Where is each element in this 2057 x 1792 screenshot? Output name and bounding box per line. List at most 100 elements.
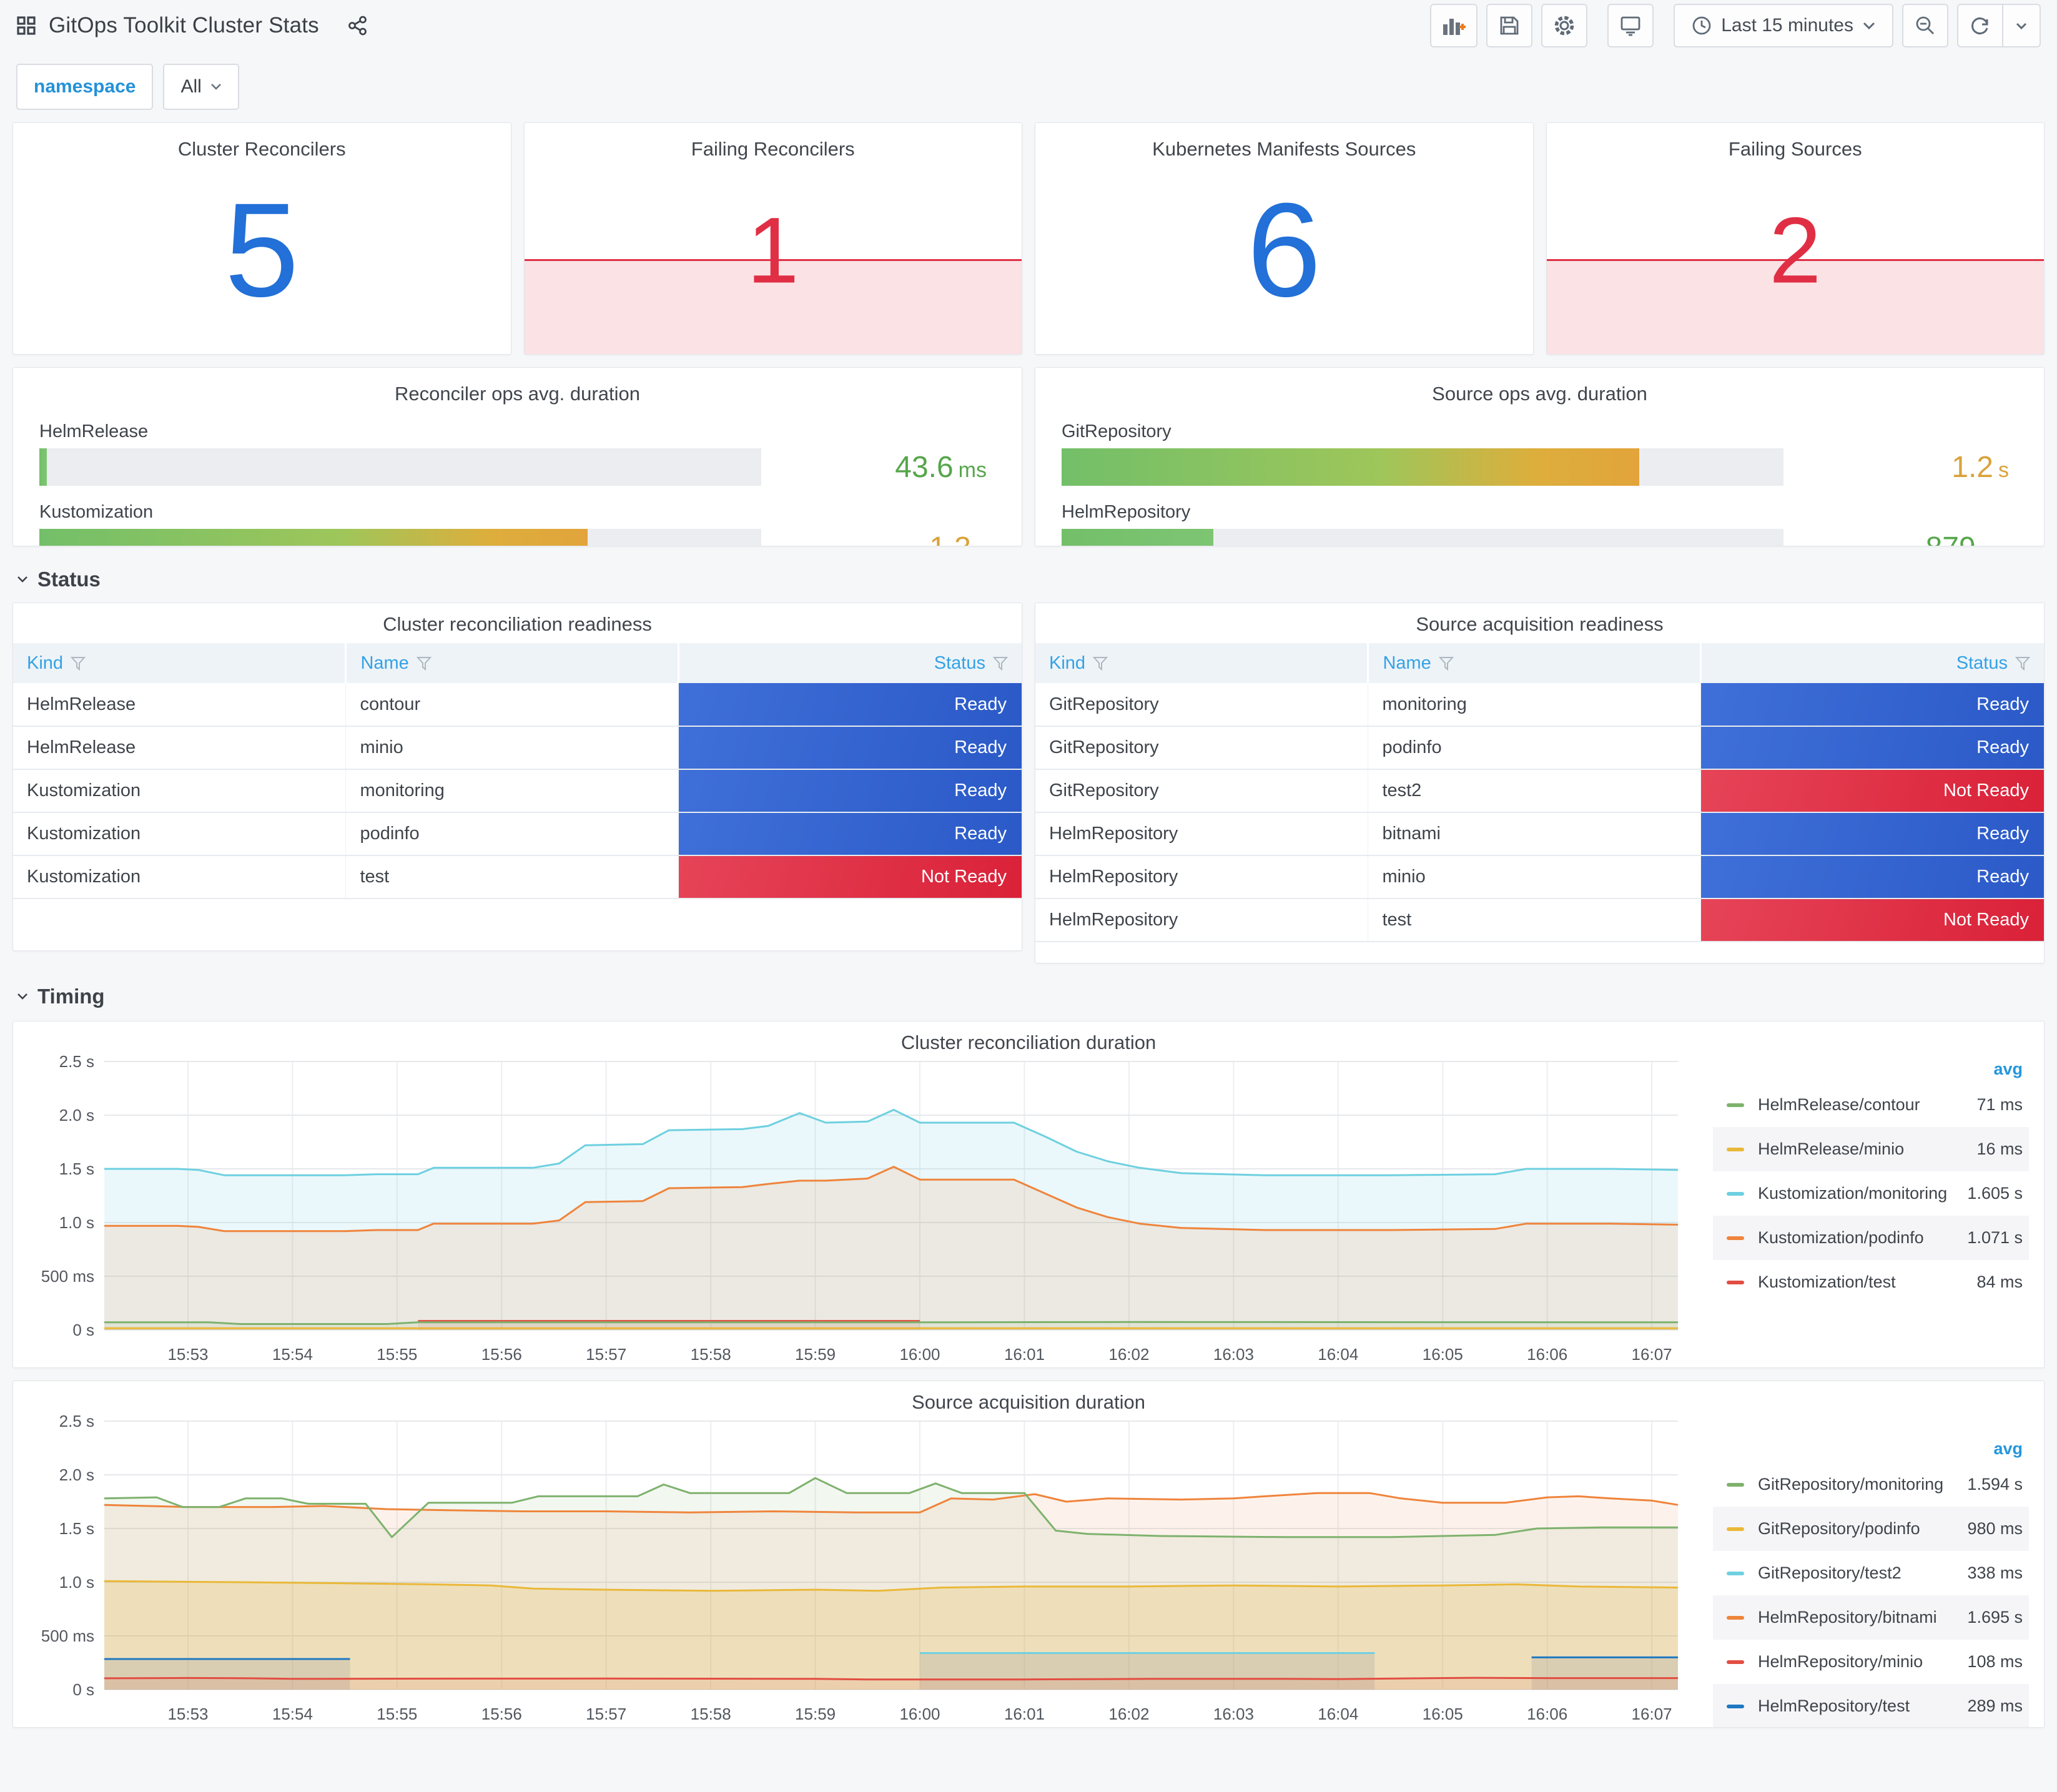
cell-status: Not Ready [1700, 769, 2044, 813]
filter-funnel-icon[interactable] [416, 656, 432, 671]
legend-item[interactable]: HelmRepository/minio 108 ms [1713, 1640, 2029, 1684]
stat-sparkline [1546, 259, 2044, 354]
table-row: Kustomization podinfo Ready [13, 812, 1022, 856]
filter-funnel-icon[interactable] [993, 656, 1008, 671]
legend-item[interactable]: Kustomization/podinfo 1.071 s [1713, 1216, 2029, 1260]
series-avg-value: 338 ms [1967, 1563, 2023, 1582]
bar-gauge-track [39, 529, 761, 546]
filter-funnel-icon[interactable] [2015, 656, 2030, 671]
svg-text:15:54: 15:54 [272, 1705, 313, 1723]
legend-avg-header[interactable]: avg [1993, 1439, 2023, 1458]
cell-status: Not Ready [1700, 898, 2044, 942]
column-header-status[interactable]: Status [1700, 643, 2044, 683]
legend-item[interactable]: Kustomization/monitoring 1.605 s [1713, 1171, 2029, 1216]
time-series-chart[interactable]: 15:53 15:54 15:55 15:56 15:57 15:58 15:59 16:00… [23, 1054, 1709, 1366]
table-header-row: Kind Name Status [1035, 643, 2044, 683]
legend-item[interactable]: HelmRepository/bitnami 1.695 s [1713, 1595, 2029, 1640]
table-row: Kustomization monitoring Ready [13, 769, 1022, 813]
status-badge: Ready [679, 813, 1022, 855]
svg-text:15:56: 15:56 [481, 1345, 522, 1364]
legend-avg-header[interactable]: avg [1993, 1060, 2023, 1078]
series-avg-value: 1.605 s [1967, 1184, 2023, 1203]
cell-kind: Kustomization [13, 812, 347, 856]
panel-kubernetes-manifests-sources: Kubernetes Manifests Sources 6 [1035, 122, 1534, 355]
panel-title: Kubernetes Manifests Sources [1152, 138, 1416, 160]
svg-text:15:58: 15:58 [691, 1705, 731, 1723]
apps-grid-icon[interactable] [16, 16, 36, 36]
share-icon[interactable] [348, 16, 368, 36]
column-header-kind[interactable]: Kind [13, 643, 347, 683]
legend-item[interactable]: Kustomization/test 84 ms [1713, 1260, 2029, 1304]
legend-item[interactable]: HelmRelease/minio 16 ms [1713, 1127, 2029, 1171]
cell-status: Not Ready [678, 855, 1022, 899]
panel-source-acquisition-duration: Source acquisition duration 15:53 15:54 15… [12, 1381, 2045, 1728]
add-panel-button[interactable] [1430, 4, 1478, 47]
cycle-view-mode-button[interactable] [1607, 4, 1654, 47]
filter-funnel-icon[interactable] [1093, 656, 1108, 671]
panel-failing-sources: Failing Sources 2 [1546, 122, 2045, 355]
section-row-timing[interactable]: Timing [16, 985, 2041, 1008]
panel-title: Cluster reconciliation readiness [383, 613, 652, 635]
stat-value: 2 [1769, 197, 1822, 302]
legend-item[interactable]: HelmRepository/test 289 ms [1713, 1684, 2029, 1727]
bar-gauge-label: Kustomization [39, 502, 154, 522]
dashboard-settings-button[interactable] [1541, 4, 1588, 47]
column-header-status[interactable]: Status [678, 643, 1022, 683]
stat-value: 6 [1246, 175, 1321, 325]
column-header-kind[interactable]: Kind [1035, 643, 1369, 683]
series-color-dash [1727, 1615, 1744, 1620]
series-name: HelmRepository/bitnami [1758, 1608, 1937, 1627]
legend-item[interactable]: GitRepository/podinfo 980 ms [1713, 1507, 2029, 1551]
variable-value-namespace[interactable]: All [163, 64, 239, 110]
refresh-button[interactable] [1957, 4, 2003, 47]
legend-item[interactable]: HelmRelease/contour 71 ms [1713, 1083, 2029, 1127]
section-row-status[interactable]: Status [16, 568, 2041, 591]
time-range-picker[interactable]: Last 15 minutes [1674, 4, 1893, 47]
status-tables-row: Cluster reconciliation readiness Kind Nam… [12, 603, 2045, 963]
series-avg-value: 1.695 s [1967, 1608, 2023, 1627]
column-header-name[interactable]: Name [345, 643, 680, 683]
legend-item[interactable]: GitRepository/monitoring 1.594 s [1713, 1462, 2029, 1507]
cell-name: monitoring [1368, 683, 1702, 727]
series-color-dash [1727, 1191, 1744, 1196]
panel-cluster-reconcilers: Cluster Reconcilers 5 [12, 122, 511, 355]
stat-value: 1 [747, 197, 799, 302]
table-header-row: Kind Name Status [13, 643, 1022, 683]
panel-title: Failing Sources [1728, 138, 1862, 160]
variable-label-namespace: namespace [16, 64, 154, 110]
series-avg-value: 1.594 s [1967, 1475, 2023, 1494]
cell-status: Ready [678, 812, 1022, 856]
dashboard-title: GitOps Toolkit Cluster Stats [49, 13, 319, 37]
series-name: Kustomization/monitoring [1758, 1184, 1948, 1203]
status-badge: Ready [1701, 683, 2044, 726]
panel-title: Reconciler ops avg. duration [395, 383, 640, 405]
status-badge: Not Ready [1701, 770, 2044, 812]
bar-gauge-value: 1.3s [761, 531, 995, 546]
cell-name: podinfo [345, 812, 679, 856]
series-avg-value: 980 ms [1967, 1519, 2023, 1538]
svg-text:16:00: 16:00 [899, 1705, 940, 1723]
status-badge: Not Ready [679, 856, 1022, 898]
save-dashboard-button[interactable] [1486, 4, 1533, 47]
refresh-interval-dropdown[interactable] [2003, 4, 2041, 47]
dashboard-header: GitOps Toolkit Cluster Stats Last 15 min… [0, 0, 2057, 51]
series-name: GitRepository/test2 [1758, 1563, 1902, 1582]
legend-item[interactable]: GitRepository/test2 338 ms [1713, 1551, 2029, 1595]
cell-kind: HelmRelease [13, 726, 347, 770]
svg-text:16:03: 16:03 [1213, 1345, 1254, 1364]
svg-text:16:05: 16:05 [1423, 1705, 1463, 1723]
panel-cluster-reconciliation-readiness: Cluster reconciliation readiness Kind Nam… [12, 603, 1022, 951]
column-header-name[interactable]: Name [1368, 643, 1702, 683]
stat-value: 5 [224, 175, 299, 325]
chevron-down-icon [210, 84, 221, 90]
svg-text:15:53: 15:53 [167, 1345, 208, 1364]
panel-cluster-reconciliation-duration: Cluster reconciliation duration 15:53 15:… [12, 1021, 2045, 1368]
cell-name: contour [345, 683, 679, 727]
time-series-chart[interactable]: 15:53 15:54 15:55 15:56 15:57 15:58 15:59 16:00… [23, 1414, 1709, 1726]
series-color-dash [1727, 1280, 1744, 1284]
cell-name: minio [345, 726, 679, 770]
filter-funnel-icon[interactable] [71, 656, 86, 671]
filter-funnel-icon[interactable] [1438, 656, 1454, 671]
zoom-out-button[interactable] [1902, 4, 1948, 47]
series-name: Kustomization/test [1758, 1273, 1896, 1291]
